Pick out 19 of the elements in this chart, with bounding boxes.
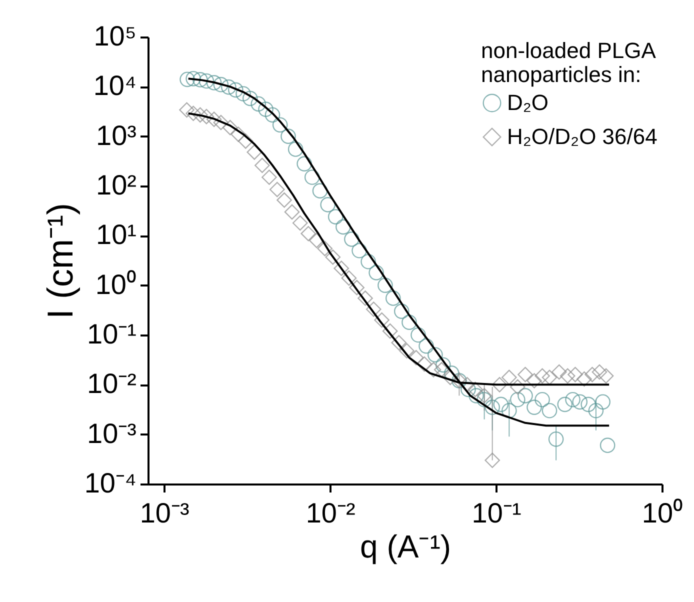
y-tick-label: 10⁴ [93, 70, 136, 102]
x-tick-label: 10⁻³ [140, 498, 190, 528]
x-axis-title: q (A⁻¹) [360, 528, 451, 564]
legend-title: non-loaded PLGA nanoparticles in: [481, 38, 656, 87]
legend-label: D₂O [507, 90, 549, 115]
y-tick-label: 10⁵ [94, 20, 136, 52]
x-tick-label: 10⁻¹ [472, 498, 522, 528]
legend-label: H₂O/D₂O 36/64 [507, 124, 658, 149]
x-tick-label: 10⁻² [306, 498, 356, 528]
y-tick-label: 10⁰ [95, 268, 136, 300]
y-tick-label: 10¹ [96, 219, 136, 250]
y-axis-title: I (cm⁻¹) [39, 203, 80, 319]
y-tick-label: 10⁻⁴ [84, 468, 136, 498]
y-tick-label: 10⁻² [87, 368, 136, 400]
y-tick-label: 10⁻³ [87, 418, 136, 449]
y-tick-label: 10² [96, 170, 136, 200]
x-tick-label: 10⁰ [642, 498, 684, 528]
y-tick-label: 10⁻¹ [87, 318, 136, 350]
y-tick-label: 10³ [96, 120, 136, 151]
